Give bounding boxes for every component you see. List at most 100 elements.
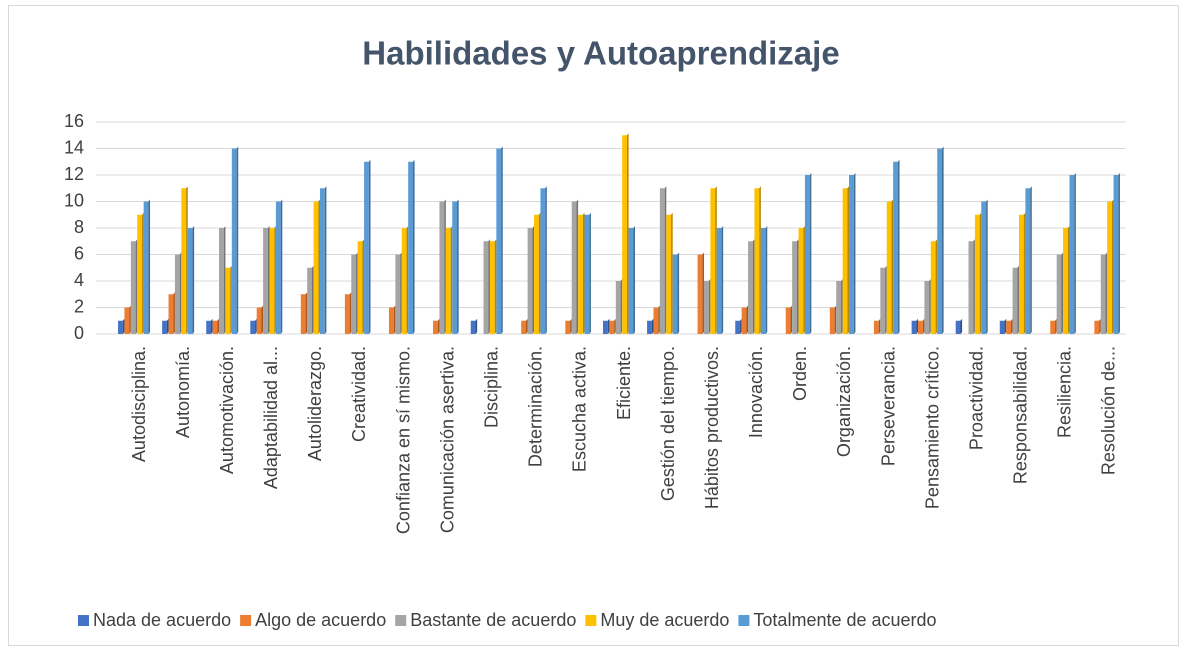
bar [307, 265, 314, 334]
bar [571, 199, 579, 334]
bar [219, 226, 226, 334]
bar [521, 318, 528, 334]
y-tick-label: 0 [74, 323, 84, 343]
bar [748, 239, 755, 334]
bar [893, 159, 900, 334]
chart-title: Habilidades y Autoaprendizaje [362, 35, 839, 72]
y-tick-label: 12 [64, 164, 84, 184]
bar [496, 146, 503, 334]
bar [401, 226, 409, 334]
bar [527, 226, 535, 334]
bar [1012, 265, 1019, 334]
bar [187, 226, 195, 334]
bar [534, 212, 541, 334]
bar [666, 212, 673, 334]
bar [703, 279, 711, 334]
bar [162, 318, 169, 334]
legend-label: Muy de acuerdo [600, 610, 729, 630]
bar [452, 199, 459, 334]
bar [1025, 186, 1032, 334]
legend-label: Algo de acuerdo [255, 610, 386, 630]
bar [300, 292, 308, 334]
x-tick-label: Organización. [834, 346, 854, 457]
bar [206, 318, 213, 334]
bar [804, 173, 812, 334]
bar [1056, 252, 1064, 334]
bar [659, 186, 667, 334]
bar [470, 318, 478, 334]
x-tick-label: Eficiente. [614, 346, 634, 420]
bar [578, 212, 585, 334]
bar [697, 252, 704, 334]
legend-label: Nada de acuerdo [93, 610, 231, 630]
bar [672, 252, 680, 334]
bar [849, 173, 856, 334]
bar [842, 186, 850, 334]
bar [836, 279, 843, 334]
legend-label: Totalmente de acuerdo [753, 610, 936, 630]
bar [930, 239, 938, 334]
x-tick-label: Autoliderazgo. [305, 346, 325, 461]
bar [1006, 318, 1013, 334]
bar [647, 318, 654, 334]
bar [792, 239, 799, 334]
bar [754, 186, 761, 334]
bar [256, 305, 264, 334]
bar [798, 226, 805, 334]
bar [584, 212, 591, 334]
x-tick-label: Perseverancia. [878, 346, 898, 466]
bar [622, 133, 629, 334]
legend-swatch [395, 615, 407, 626]
bar [999, 318, 1007, 334]
y-tick-label: 10 [64, 190, 84, 210]
bar [344, 292, 352, 334]
bar [263, 226, 270, 334]
bar [364, 159, 371, 334]
x-tick-label: Resolución de... [1099, 346, 1119, 475]
bar [489, 239, 497, 334]
x-tick-label: Disciplina. [481, 346, 501, 428]
bar [1107, 199, 1114, 334]
legend-swatch [240, 615, 252, 626]
bar [565, 318, 572, 334]
bar [250, 318, 257, 334]
bar [275, 199, 283, 334]
bar [829, 305, 837, 334]
bar [609, 318, 616, 334]
bar [1094, 318, 1101, 334]
x-tick-label: Determinación. [526, 346, 546, 467]
bar [873, 318, 881, 334]
bar [1069, 173, 1076, 334]
bar [231, 146, 239, 334]
bar [483, 239, 490, 334]
bar [924, 279, 931, 334]
bar [408, 159, 415, 334]
bar [137, 212, 144, 334]
bar [716, 226, 724, 334]
x-tick-label: Proactividad. [966, 346, 986, 450]
bar [710, 186, 717, 334]
bar [168, 292, 175, 334]
bar [974, 212, 982, 334]
bar [357, 239, 365, 334]
bar [918, 318, 925, 334]
bar [1100, 252, 1108, 334]
bar [911, 318, 919, 334]
y-tick-label: 16 [64, 111, 84, 131]
x-tick-label: Orden. [790, 346, 810, 401]
bar [174, 252, 182, 334]
x-tick-label: Adaptabilidad al... [261, 346, 281, 489]
bar [603, 318, 610, 334]
x-tick-label: Comunicación asertiva. [437, 346, 457, 533]
bar [181, 186, 188, 334]
bar [1018, 212, 1026, 334]
x-tick-label: Confianza en sí mismo. [393, 346, 413, 534]
legend-label: Bastante de acuerdo [410, 610, 576, 630]
bar [433, 318, 440, 334]
bar [351, 252, 358, 334]
bar [615, 279, 623, 334]
bar [319, 186, 327, 334]
x-tick-label: Automotivación. [217, 346, 237, 474]
bar [225, 265, 232, 334]
